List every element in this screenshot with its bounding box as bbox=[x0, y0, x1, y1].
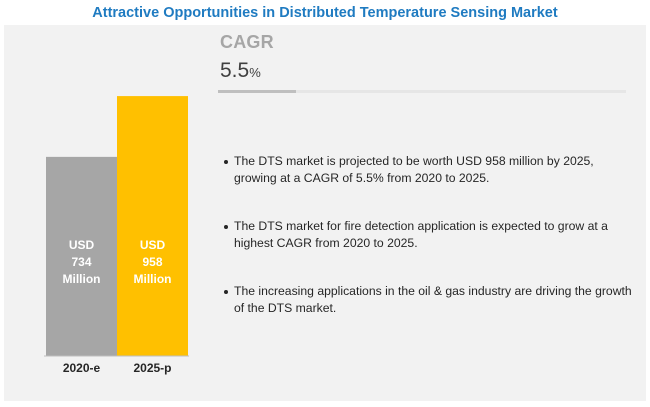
bar-data-label: 958 bbox=[142, 255, 162, 269]
x-tick-label: 2020-e bbox=[63, 361, 101, 375]
bar-data-label: Million bbox=[134, 272, 172, 286]
cagr-underline bbox=[218, 90, 296, 93]
cagr-divider bbox=[296, 90, 626, 93]
cagr-number: 5.5 bbox=[220, 59, 250, 82]
finding-item: The increasing applications in the oil &… bbox=[224, 283, 632, 317]
bar-data-label: Million bbox=[63, 272, 101, 286]
key-findings-list: The DTS market is projected to be worth … bbox=[224, 153, 632, 348]
bar-2020-e bbox=[46, 156, 117, 356]
bar-data-label: USD bbox=[140, 238, 166, 252]
cagr-value: 5.5% bbox=[220, 59, 261, 83]
chart-title: Attractive Opportunities in Distributed … bbox=[92, 5, 558, 21]
bar-data-label: 734 bbox=[71, 255, 91, 269]
bar-data-label: USD bbox=[69, 238, 95, 252]
cagr-label: CAGR bbox=[220, 32, 274, 52]
finding-item: The DTS market is projected to be worth … bbox=[224, 153, 632, 187]
bar-2025-p bbox=[117, 96, 188, 356]
cagr-unit: % bbox=[249, 65, 261, 80]
finding-item: The DTS market for fire detection applic… bbox=[224, 218, 632, 252]
bars-layer: USD 734 Million 2020-e USD 958 Million 2025-p bbox=[46, 96, 188, 375]
x-tick-label: 2025-p bbox=[133, 361, 171, 375]
